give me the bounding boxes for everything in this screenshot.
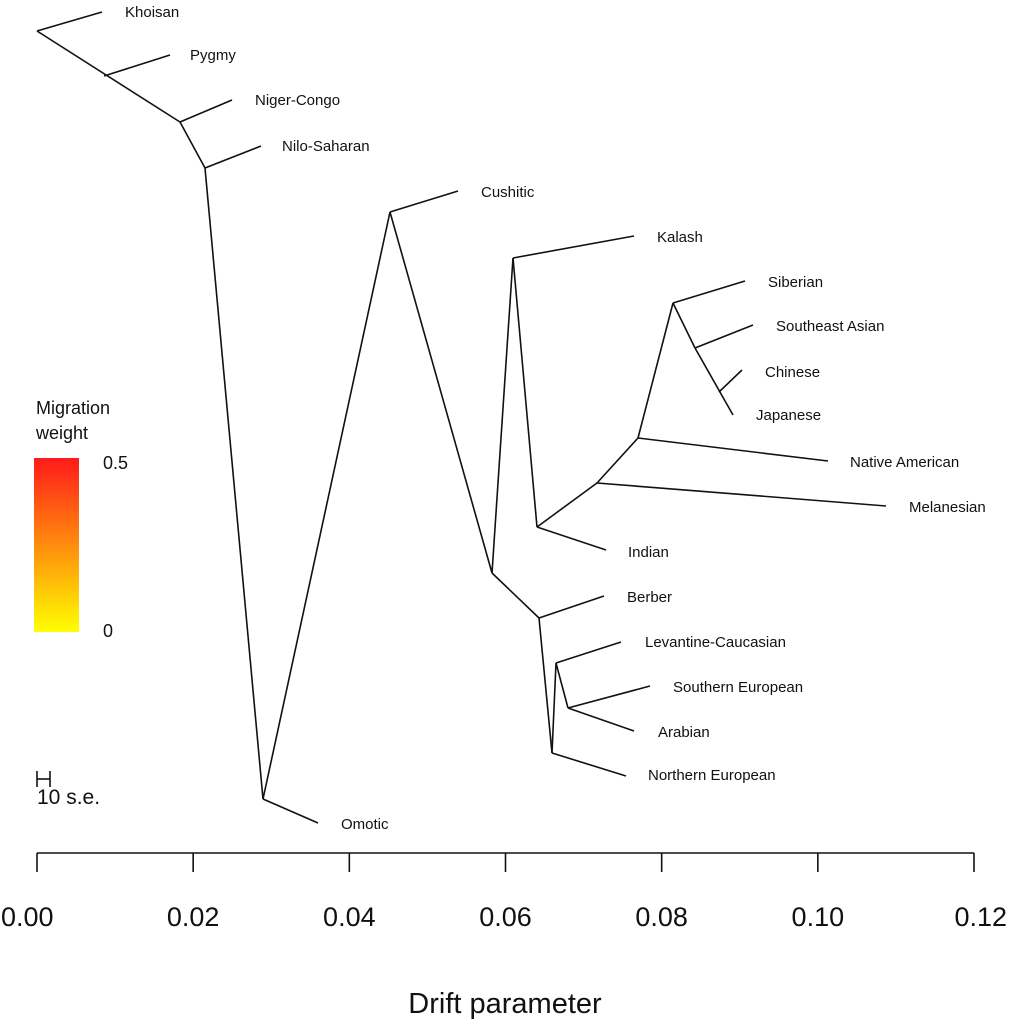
tip-label-pygmy: Pygmy [190,47,236,64]
tip-label-siberian: Siberian [768,274,823,291]
tip-label-chinese: Chinese [765,364,820,381]
edge [567,685,651,709]
migration-legend: Migration weight 0.5 0 [34,398,128,641]
edge [551,662,557,754]
edge [536,526,607,551]
edge [596,482,887,507]
legend-color-bar [34,458,79,632]
edge [637,302,674,439]
edge [694,347,734,416]
tip-labels: Khoisan Pygmy Niger-Congo Nilo-Saharan C… [125,4,986,833]
legend-title-line2: weight [35,423,88,443]
x-tick-label: 0.10 [792,902,845,932]
edge [637,437,829,462]
x-tick-label: 0.04 [323,902,376,932]
x-tick-label: 0.08 [635,902,688,932]
x-tick-label: 0.06 [479,902,532,932]
tip-label-nilo-saharan: Nilo-Saharan [282,138,370,155]
edge [389,211,493,574]
edge [512,235,635,259]
tip-label-berber: Berber [627,589,672,606]
edge [567,707,635,732]
edge [179,121,206,169]
edge [389,190,459,213]
edge [262,211,391,800]
scale-bar: 10 s.e. [36,771,100,809]
tree-edges [36,11,887,824]
edge [672,302,696,349]
tip-label-levantine-caucasian: Levantine-Caucasian [645,634,786,651]
edge [204,145,262,169]
tip-label-niger-congo: Niger-Congo [255,92,340,109]
x-tick-label: 0.12 [954,902,1007,932]
edge [491,257,514,574]
edge [538,595,605,619]
tip-label-omotic: Omotic [341,816,389,833]
edge [36,30,181,123]
edge [103,54,171,77]
tip-label-indian: Indian [628,544,669,561]
x-tick-label: 0.02 [167,902,220,932]
edge [672,280,746,304]
tip-label-southeast-asian: Southeast Asian [776,318,884,335]
edge [555,641,622,664]
edge [718,369,743,393]
tip-label-cushitic: Cushitic [481,184,535,201]
tip-label-native-american: Native American [850,454,959,471]
edge [491,572,540,619]
tip-label-southern-european: Southern European [673,679,803,696]
legend-max-label: 0.5 [103,453,128,473]
edge [262,798,319,824]
edge [694,324,754,349]
edge [512,257,538,528]
tip-label-japanese: Japanese [756,407,821,424]
legend-min-label: 0 [103,621,113,641]
edge [179,99,233,123]
edge [536,482,598,528]
x-axis-label: Drift parameter [408,988,602,1020]
edge [551,752,627,777]
edge [596,437,639,484]
scale-bar-label: 10 s.e. [37,786,100,809]
edge [538,617,553,754]
tip-label-kalash: Kalash [657,229,703,246]
x-axis: 0.00 0.02 0.04 0.06 0.08 0.10 0.12 Drift param… [1,852,1007,1020]
edge [204,167,264,800]
x-tick-label: 0.00 [1,902,54,932]
tip-label-melanesian: Melanesian [909,499,986,516]
legend-title-line1: Migration [36,398,110,418]
tip-label-khoisan: Khoisan [125,4,179,21]
tip-label-northern-european: Northern European [648,767,776,784]
edge [555,662,569,709]
edge [36,11,103,32]
tip-label-arabian: Arabian [658,724,710,741]
